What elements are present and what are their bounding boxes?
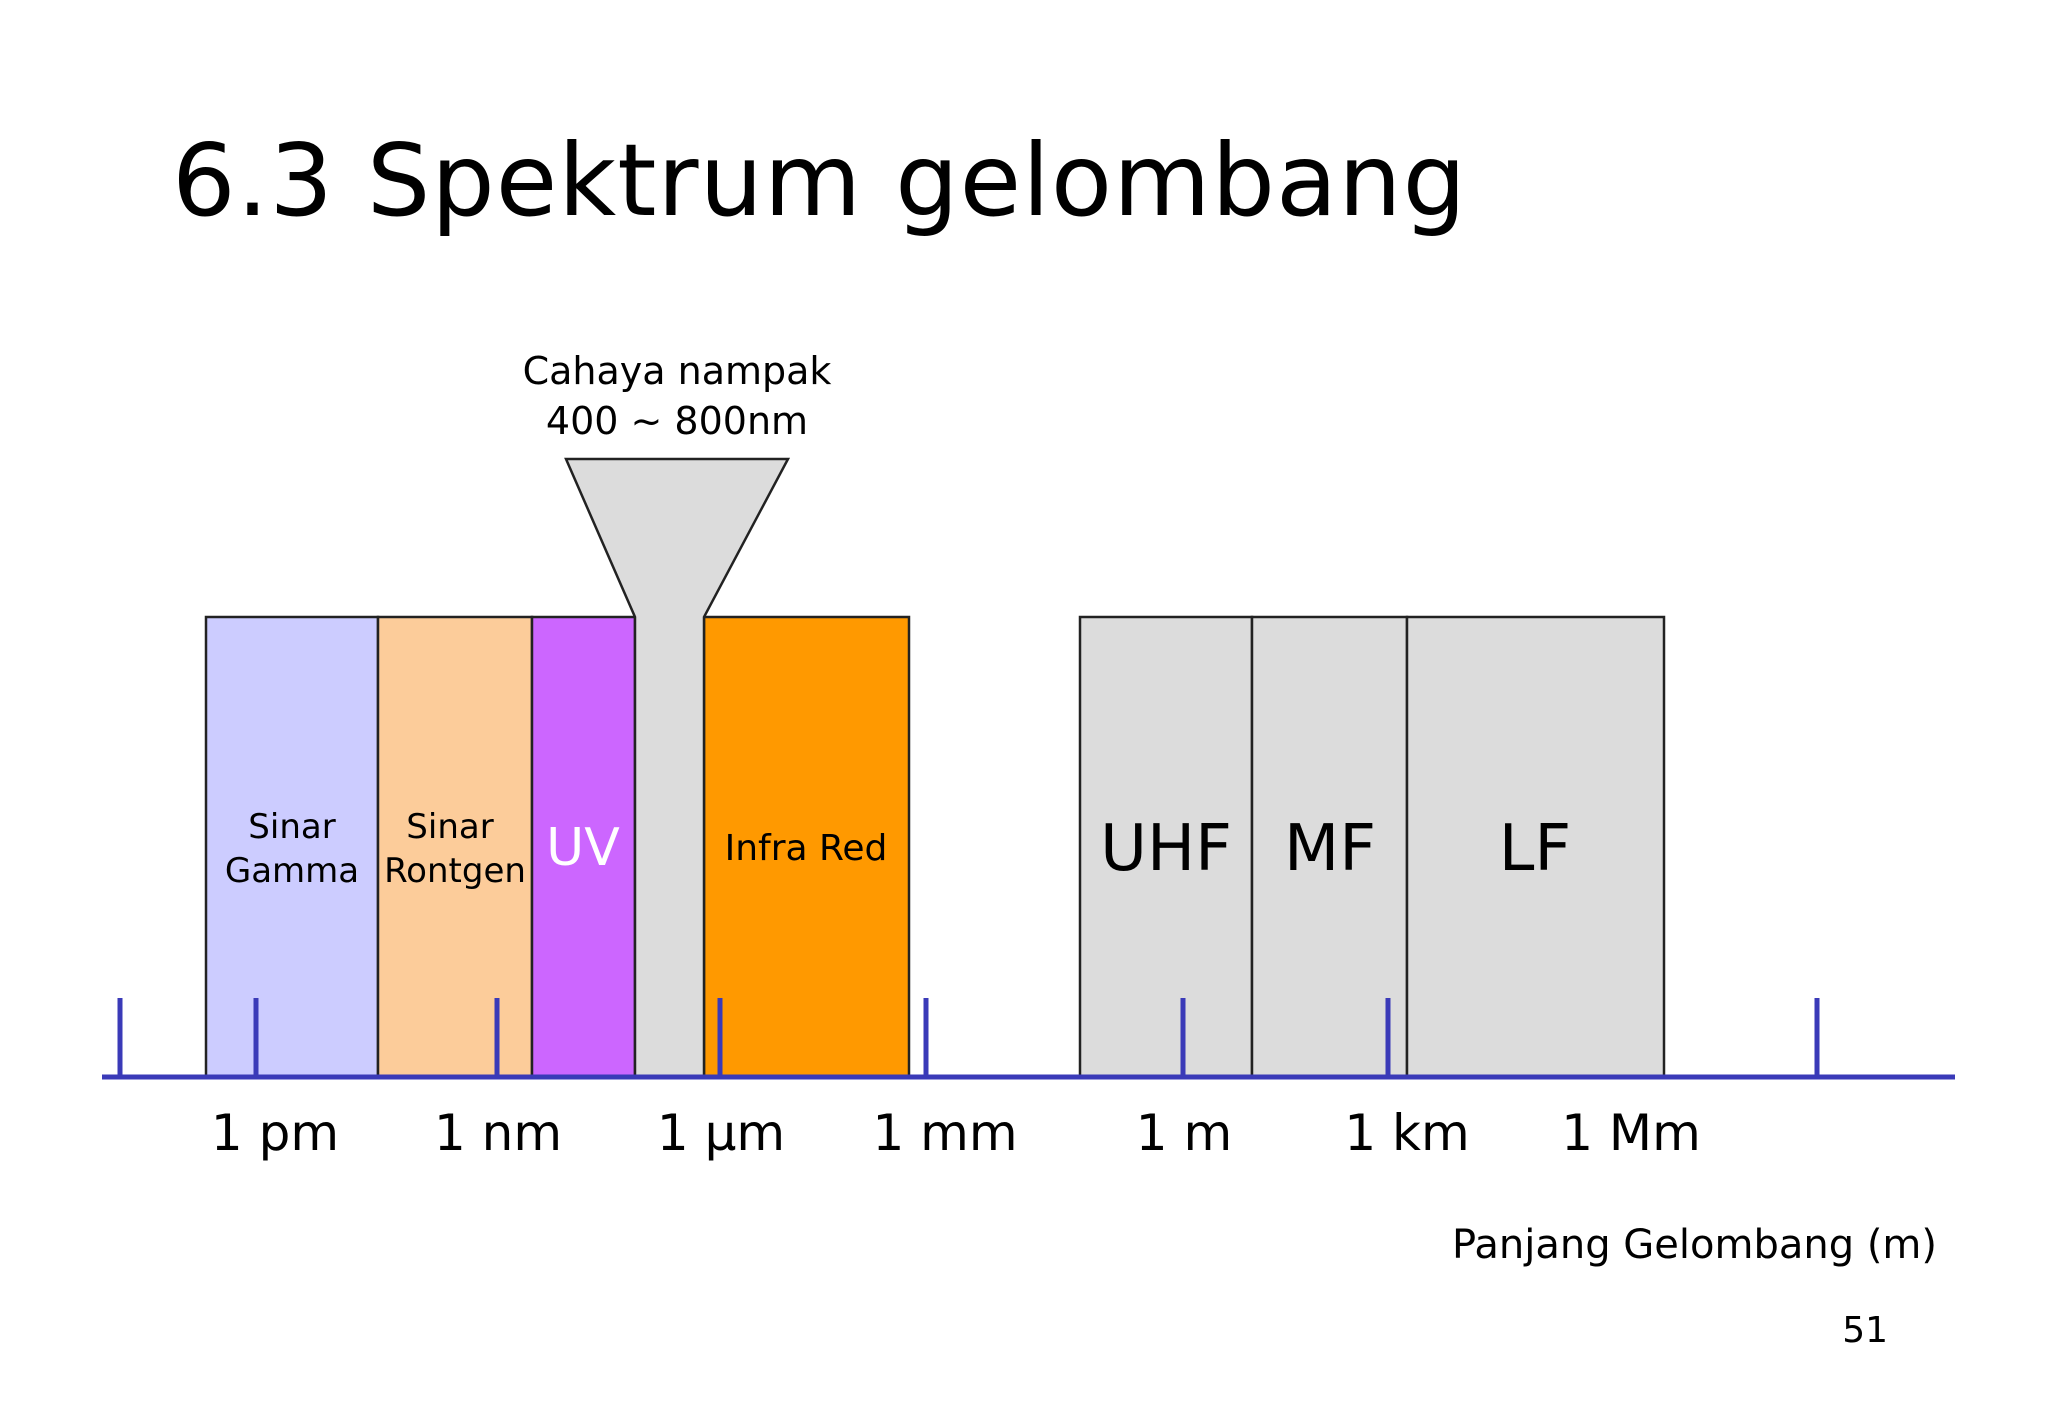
axis-title: Panjang Gelombang (m): [1452, 1222, 1937, 1268]
tick-label-pm: 1 pm: [211, 1104, 339, 1162]
band-rontgen-label-line1: Sinar: [406, 807, 493, 847]
visible-light-label-line2: 400 ~ 800nm: [546, 399, 808, 443]
tick-label-nm: 1 nm: [434, 1104, 562, 1162]
wavelength-axis: [102, 998, 1955, 1080]
band-rontgen-label-line2: Rontgen: [384, 851, 526, 891]
page-number: 51: [1842, 1310, 1888, 1351]
band-gamma-label-line1: Sinar: [248, 807, 335, 847]
visible-light-label-line1: Cahaya nampak: [523, 349, 832, 393]
tick-label-mm: 1 mm: [872, 1104, 1017, 1162]
band-mf-label: MF: [1284, 812, 1376, 886]
band-uv-label: UV: [546, 818, 620, 878]
tick-label-km: 1 km: [1344, 1104, 1469, 1162]
band-lf: [1405, 615, 1666, 1078]
band-infrared: [702, 615, 911, 1078]
band-uv: [530, 615, 637, 1078]
tick-label-Mm: 1 Mm: [1561, 1104, 1701, 1162]
band-rontgen: [376, 615, 534, 1078]
tick-label-m: 1 m: [1136, 1104, 1232, 1162]
tick-label-um: 1 μm: [657, 1104, 785, 1162]
band-gamma: [204, 615, 380, 1078]
band-lf-label: LF: [1499, 812, 1571, 886]
band-gamma-label-line2: Gamma: [225, 851, 359, 891]
slide-title: 6.3 Spektrum gelombang: [172, 122, 1468, 239]
band-uhf-label: UHF: [1100, 812, 1232, 886]
band-infrared-label: Infra Red: [725, 828, 888, 869]
